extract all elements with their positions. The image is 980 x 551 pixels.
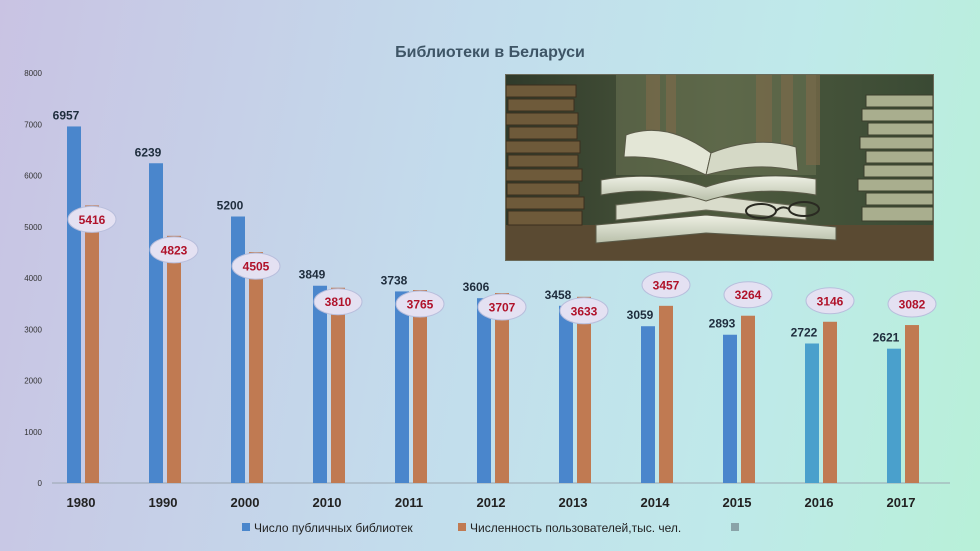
bar-Число публичных библиотек <box>67 126 81 484</box>
data-label: 3738 <box>381 273 408 287</box>
bar-Численность пользователей,тыс. чел. <box>249 252 263 483</box>
bar-Число публичных библиотек <box>887 348 901 483</box>
bar-Численность пользователей,тыс. чел. <box>495 293 509 483</box>
bar-Численность пользователей,тыс. чел. <box>85 205 99 483</box>
bar-Число публичных библиотек <box>231 216 245 483</box>
bar-Численность пользователей,тыс. чел. <box>577 296 591 483</box>
y-tick-label: 7000 <box>24 120 42 129</box>
data-label: 6957 <box>53 108 80 122</box>
y-tick-label: 4000 <box>24 274 42 283</box>
data-label-bubble <box>149 236 199 264</box>
data-label: 3264 <box>735 288 762 302</box>
data-label-bubble <box>477 293 527 321</box>
y-tick-label: 2000 <box>24 377 42 386</box>
legend-label: Численность пользователей,тыс. чел. <box>470 521 681 535</box>
data-label: 3059 <box>627 308 654 322</box>
data-label-bubble <box>641 271 691 299</box>
bar-Численность пользователей,тыс. чел. <box>823 321 837 483</box>
bar-Численность пользователей,тыс. чел. <box>413 290 427 483</box>
data-label: 3082 <box>899 298 926 312</box>
data-label: 3606 <box>463 280 490 294</box>
legend-label: Число публичных библиотек <box>254 521 413 535</box>
legend-swatch <box>242 523 250 531</box>
legend: Число публичных библиотек Численность пол… <box>242 521 739 535</box>
y-tick-label: 3000 <box>24 325 42 334</box>
data-label: 2893 <box>709 317 736 331</box>
x-tick-label: 2015 <box>723 495 752 510</box>
bar-Численность пользователей,тыс. чел. <box>905 325 919 483</box>
data-label: 2722 <box>791 325 818 339</box>
bar-Число публичных библиотек <box>641 326 655 483</box>
data-label: 5416 <box>79 213 106 227</box>
x-tick-label: 1990 <box>149 495 178 510</box>
data-label: 3633 <box>571 304 598 318</box>
data-label: 2621 <box>873 331 900 345</box>
data-label: 4505 <box>243 260 270 274</box>
x-tick-label: 2011 <box>395 495 423 510</box>
bar-Число публичных библиотек <box>313 285 327 483</box>
x-tick-label: 2010 <box>313 495 342 510</box>
x-tick-label: 2014 <box>641 495 671 510</box>
data-label-bubble <box>723 281 773 309</box>
data-label: 3810 <box>325 295 352 309</box>
bar-Численность пользователей,тыс. чел. <box>167 235 181 483</box>
data-label-bubble <box>395 290 445 318</box>
bar-Численность пользователей,тыс. чел. <box>659 305 673 483</box>
data-label: 3146 <box>817 294 844 308</box>
open-books-image <box>506 75 933 260</box>
data-label-bubble <box>313 288 363 316</box>
data-label-bubble <box>887 290 937 318</box>
legend-swatch <box>458 523 466 531</box>
x-tick-label: 2013 <box>559 495 588 510</box>
x-tick-label: 2012 <box>477 495 506 510</box>
bar-Число публичных библиотек <box>477 298 491 483</box>
data-label-bubble <box>67 205 117 233</box>
bar-Число публичных библиотек <box>395 291 409 483</box>
y-tick-label: 6000 <box>24 172 42 181</box>
x-tick-label: 2000 <box>231 495 260 510</box>
bar-Число публичных библиотек <box>805 343 819 483</box>
books-photo <box>505 74 934 261</box>
y-tick-label: 5000 <box>24 223 42 232</box>
data-label: 3849 <box>299 268 326 282</box>
bars <box>67 126 919 484</box>
data-label-bubble <box>805 287 855 315</box>
data-label: 5200 <box>217 199 244 213</box>
data-label: 3457 <box>653 278 680 292</box>
x-tick-label: 1980 <box>67 495 96 510</box>
legend-swatch <box>731 523 739 531</box>
bar-Численность пользователей,тыс. чел. <box>741 315 755 483</box>
bar-Число публичных библиотек <box>149 163 163 483</box>
bar-Число публичных библиотек <box>559 305 573 483</box>
data-labels: 6957 5416 6239 4823 5200 4505 3849 3810 3738 3765… <box>53 108 937 345</box>
y-tick-label: 8000 <box>24 69 42 78</box>
y-tick-label: 0 <box>38 479 43 488</box>
x-tick-label: 2016 <box>805 495 834 510</box>
bar-Число публичных библиотек <box>723 334 737 483</box>
data-label-bubble <box>559 297 609 325</box>
x-tick-label: 2017 <box>887 495 916 510</box>
y-tick-label: 1000 <box>24 428 42 437</box>
data-label-bubble <box>231 252 281 280</box>
chart-title: Библиотеки в Беларуси <box>395 44 585 61</box>
data-label: 6239 <box>135 145 162 159</box>
data-label: 3458 <box>545 288 572 302</box>
data-label: 4823 <box>161 243 188 257</box>
bar-Численность пользователей,тыс. чел. <box>331 287 345 483</box>
data-label: 3765 <box>407 298 434 312</box>
data-label: 3707 <box>489 301 516 315</box>
x-axis: 1980 1990 2000 2010 2011 2012 2013 2014 2015 2016… <box>67 495 916 510</box>
